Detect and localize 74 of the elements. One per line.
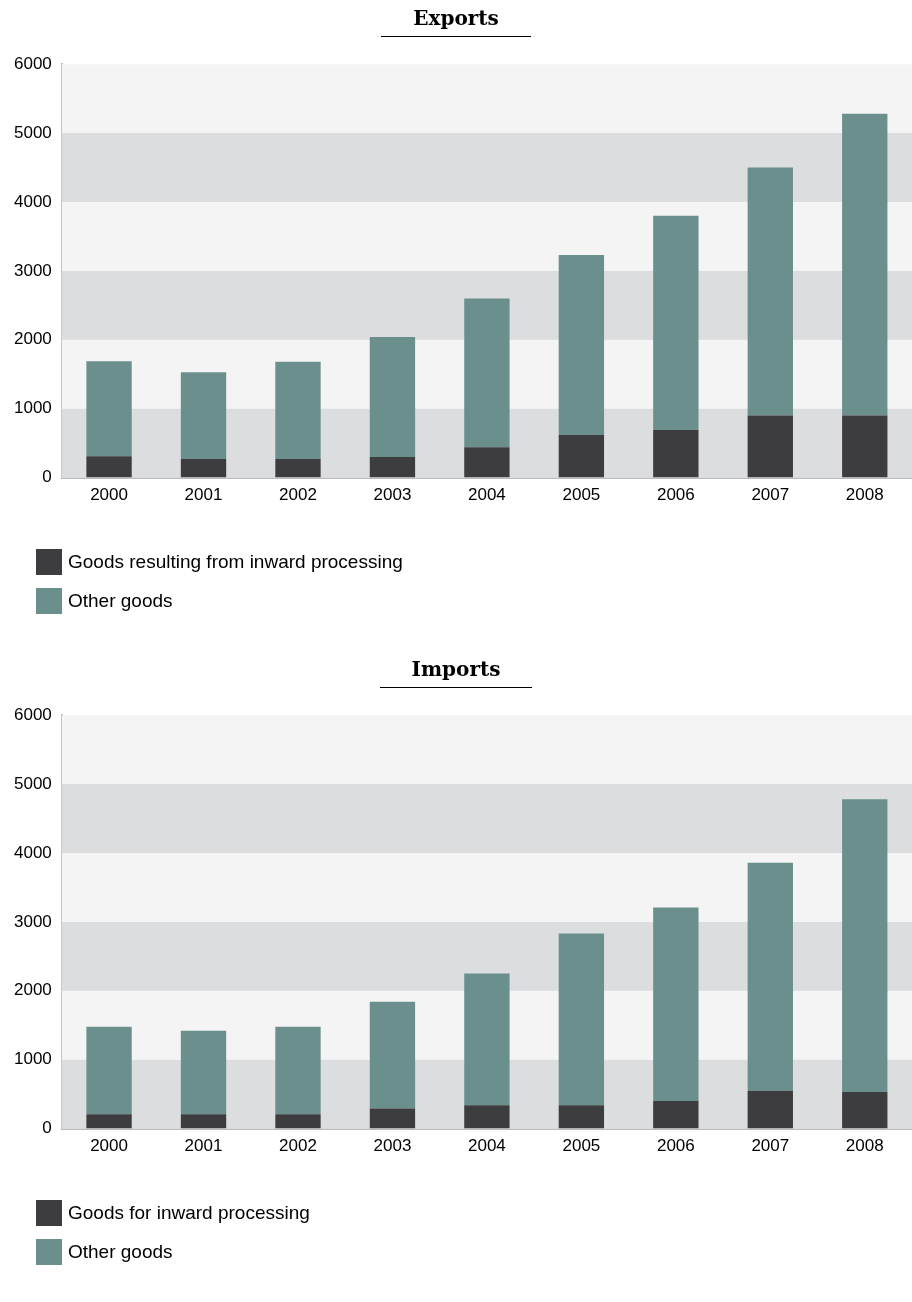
bar — [747, 415, 793, 478]
x-tick-label: 2006 — [656, 485, 695, 505]
legend-label: Other goods — [68, 1240, 173, 1263]
bar — [86, 1114, 132, 1129]
bar — [653, 430, 699, 478]
bar — [464, 1105, 510, 1129]
bar — [369, 1108, 416, 1129]
bar — [275, 1114, 321, 1129]
y-tick-label: 0 — [42, 467, 52, 487]
bar — [180, 372, 227, 459]
legend-label: Other goods — [68, 589, 173, 612]
x-tick-label: 2000 — [90, 1136, 128, 1156]
bar — [558, 255, 605, 435]
bar — [653, 907, 699, 1102]
bar — [86, 456, 132, 478]
x-tick-label: 2000 — [90, 485, 128, 505]
bar — [558, 933, 605, 1106]
bar — [747, 862, 793, 1091]
y-tick-label: 3000 — [13, 260, 52, 280]
x-tick-label: 2005 — [562, 1136, 601, 1156]
x-tick-label: 2003 — [373, 1136, 412, 1156]
bar — [86, 1026, 132, 1115]
bar — [180, 459, 227, 478]
y-tick-label: 2000 — [13, 980, 52, 1000]
x-tick-label: 2007 — [751, 1136, 790, 1156]
bar — [369, 456, 416, 478]
bar — [180, 1114, 227, 1129]
y-tick-label: 4000 — [13, 842, 52, 862]
bar — [558, 1105, 605, 1129]
y-tick-label: 6000 — [13, 704, 52, 724]
y-tick-label: 5000 — [13, 773, 52, 793]
bar — [86, 361, 132, 457]
bar — [842, 1092, 888, 1129]
y-tick-label: 1000 — [13, 398, 52, 418]
y-tick-label: 5000 — [13, 122, 52, 142]
x-tick-label: 2002 — [279, 485, 317, 505]
x-tick-label: 2008 — [845, 1136, 884, 1156]
bar — [747, 1090, 793, 1129]
x-tick-label: 2008 — [845, 485, 884, 505]
y-tick-label: 2000 — [13, 329, 52, 349]
x-tick-label: 2002 — [279, 1136, 317, 1156]
legend-label: Goods resulting from inward processing — [68, 550, 403, 573]
x-tick-label: 2004 — [468, 1136, 506, 1156]
x-tick-label: 2004 — [468, 485, 506, 505]
bar — [464, 973, 510, 1106]
y-tick-label: 1000 — [13, 1049, 52, 1069]
bar — [747, 167, 793, 416]
bar — [369, 337, 416, 457]
bar — [653, 215, 699, 431]
bar — [842, 799, 888, 1093]
x-tick-label: 2003 — [373, 485, 412, 505]
bar — [369, 1001, 416, 1109]
bar — [842, 415, 888, 478]
x-tick-label: 2001 — [184, 485, 223, 505]
y-tick-label: 6000 — [13, 53, 52, 73]
legend-label: Goods for inward processing — [68, 1201, 310, 1224]
y-tick-label: 0 — [42, 1118, 52, 1138]
x-tick-label: 2001 — [184, 1136, 223, 1156]
bar — [275, 1026, 321, 1115]
chart-title: Imports — [379, 657, 533, 688]
x-tick-label: 2006 — [656, 1136, 695, 1156]
y-tick-label: 3000 — [13, 911, 52, 931]
x-tick-label: 2007 — [751, 485, 790, 505]
bar — [653, 1101, 699, 1129]
bar — [842, 113, 888, 416]
bar — [275, 459, 321, 478]
bar — [558, 434, 605, 478]
bar — [275, 361, 321, 459]
bar — [180, 1030, 227, 1115]
x-tick-label: 2005 — [562, 485, 601, 505]
chart-title: Exports — [381, 6, 531, 37]
bar — [464, 298, 510, 448]
bar — [464, 447, 510, 478]
y-tick-label: 4000 — [13, 191, 52, 211]
